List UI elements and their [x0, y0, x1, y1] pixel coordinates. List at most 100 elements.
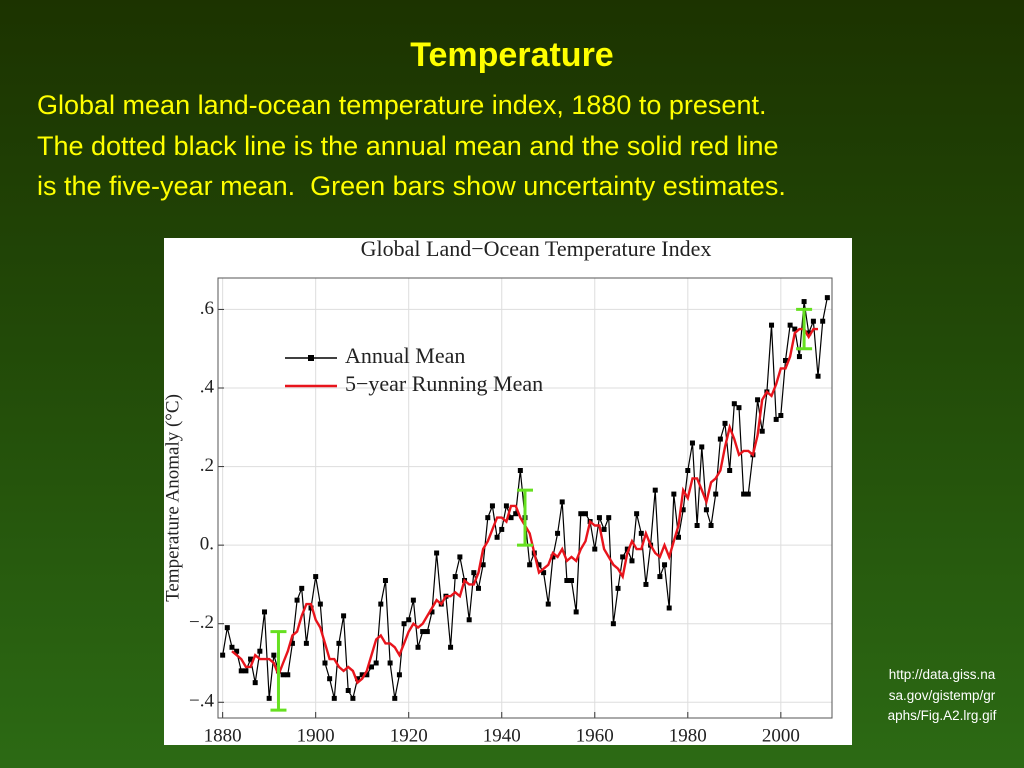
data-point — [471, 570, 477, 576]
data-point — [420, 629, 426, 635]
data-point — [582, 511, 588, 517]
data-point — [387, 660, 393, 666]
data-point — [671, 491, 677, 497]
data-point — [313, 574, 319, 580]
data-point — [676, 534, 681, 540]
data-point — [573, 609, 579, 615]
data-point — [773, 416, 779, 422]
data-point — [796, 354, 802, 360]
data-point — [787, 322, 793, 328]
data-point — [652, 487, 658, 493]
data-point — [815, 373, 821, 379]
source-line: sa.gov/gistemp/gr — [888, 688, 996, 703]
x-tick-label: 2000 — [762, 725, 800, 746]
data-point — [280, 672, 286, 678]
data-point — [615, 585, 621, 591]
data-point — [503, 503, 509, 509]
data-point — [624, 546, 630, 552]
data-point — [345, 688, 351, 693]
data-point — [717, 436, 723, 442]
data-point — [336, 640, 342, 646]
data-point — [708, 523, 714, 528]
data-point — [331, 695, 337, 701]
data-point — [680, 507, 686, 513]
data-point — [778, 413, 784, 418]
data-point — [457, 554, 463, 560]
data-point — [596, 515, 602, 521]
y-axis-label: Temperature Anomaly (°C) — [162, 394, 183, 602]
body-line: Global mean land-ocean temperature index… — [37, 90, 767, 120]
data-point — [806, 330, 812, 336]
source-line: http://data.giss.na — [888, 667, 996, 682]
data-point — [271, 652, 277, 658]
data-point — [341, 613, 347, 619]
data-point — [564, 578, 570, 583]
data-point — [610, 621, 616, 627]
data-point — [285, 672, 291, 678]
data-point — [299, 585, 305, 591]
data-point — [527, 562, 533, 568]
data-point — [243, 668, 249, 674]
body-line: is the five-year mean. Green bars show u… — [37, 171, 786, 201]
data-point — [238, 668, 244, 674]
y-tick-label: .2 — [200, 455, 214, 476]
data-point — [220, 652, 226, 658]
data-point — [369, 664, 374, 670]
data-point — [559, 499, 565, 505]
data-point — [378, 601, 384, 607]
data-point — [262, 609, 268, 615]
x-tick-label: 1880 — [204, 725, 242, 746]
data-point — [792, 326, 798, 332]
data-point — [722, 420, 728, 426]
data-point — [536, 562, 542, 568]
data-point — [657, 574, 663, 580]
data-point — [745, 491, 751, 497]
data-point — [434, 550, 440, 556]
data-point — [406, 617, 412, 623]
data-point — [494, 534, 500, 540]
y-tick-label: −.4 — [189, 691, 214, 712]
data-point — [229, 644, 235, 650]
data-point — [429, 609, 435, 615]
y-tick-label: 0. — [200, 534, 214, 555]
data-point — [727, 468, 733, 473]
slide-title: Temperature — [410, 36, 614, 74]
x-tick-label: 1920 — [390, 725, 428, 746]
body-line: The dotted black line is the annual mean… — [37, 131, 779, 161]
data-point — [359, 672, 365, 678]
data-point — [350, 695, 356, 701]
data-point — [355, 676, 361, 682]
y-tick-label: .6 — [200, 298, 214, 319]
data-point — [666, 605, 672, 611]
data-point — [373, 660, 379, 666]
data-point — [415, 644, 421, 650]
data-point — [364, 672, 370, 678]
data-point — [578, 511, 584, 517]
data-point — [759, 428, 765, 434]
data-point — [303, 640, 309, 646]
data-point — [601, 526, 607, 532]
data-point — [508, 515, 514, 521]
x-tick-label: 1900 — [297, 725, 335, 746]
data-point — [731, 401, 737, 407]
data-point — [736, 405, 742, 411]
data-point — [517, 468, 523, 473]
x-tick-label: 1960 — [576, 725, 614, 746]
data-point — [448, 644, 454, 650]
data-point — [810, 318, 816, 324]
data-point — [689, 440, 695, 446]
data-point — [485, 515, 491, 521]
data-point — [480, 562, 486, 568]
legend-label: 5−year Running Mean — [345, 371, 543, 396]
data-point — [820, 318, 826, 324]
data-point — [638, 530, 644, 536]
data-point — [634, 511, 640, 517]
data-point — [224, 625, 230, 631]
data-point — [252, 680, 258, 686]
data-point — [685, 468, 691, 473]
data-point — [592, 546, 598, 552]
legend-label: Annual Mean — [345, 343, 465, 368]
data-point — [545, 601, 551, 607]
